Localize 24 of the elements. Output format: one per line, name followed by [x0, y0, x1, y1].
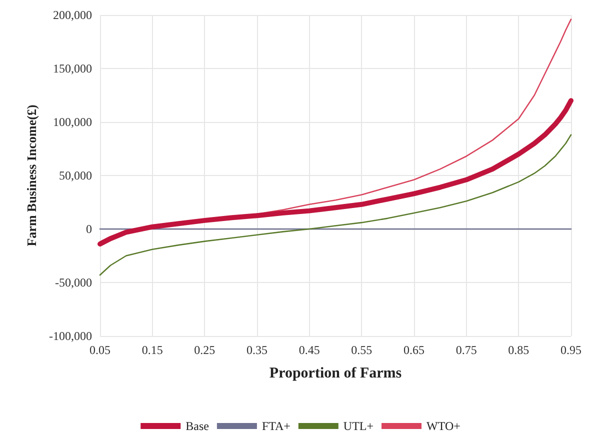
y-tick-label: 50,000 [59, 168, 92, 182]
x-tick-label: 0.25 [194, 343, 216, 357]
legend-label: Base [186, 419, 209, 433]
y-tick-label: 200,000 [53, 8, 92, 22]
x-tick-label: 0.85 [508, 343, 530, 357]
y-tick-label: 150,000 [53, 62, 92, 76]
x-tick-label: 0.35 [246, 343, 268, 357]
x-tick-label: 0.65 [404, 343, 424, 357]
y-tick-label: 0 [86, 222, 92, 236]
y-tick-label: -50,000 [55, 276, 92, 290]
x-tick-label: 0.45 [298, 343, 320, 357]
x-tick-label: 0.75 [456, 343, 477, 357]
x-tick-label: 0.15 [142, 343, 163, 357]
y-tick-label: 100,000 [53, 115, 92, 129]
x-axis-title: Proportion of Farms [269, 366, 402, 382]
x-tick-label: 0.55 [351, 343, 372, 357]
x-tick-label: 0.95 [560, 343, 582, 357]
line-series [99, 134, 572, 276]
y-axis-title: Farm Business Income(£) [24, 104, 39, 246]
y-tick-label: -100,000 [49, 329, 92, 343]
legend-label: UTL+ [343, 419, 374, 433]
legend-label: FTA+ [262, 419, 291, 433]
x-tick-label: 0.05 [90, 343, 110, 357]
legend-label: WTO+ [426, 419, 461, 433]
